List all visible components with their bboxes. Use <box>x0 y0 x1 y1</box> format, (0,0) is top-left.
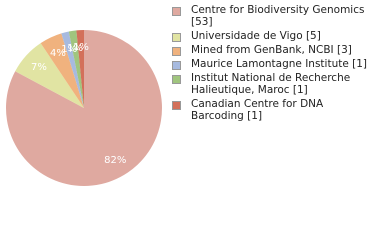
legend-swatch <box>172 33 181 42</box>
pie-area: 82%7%4%1%1%1% <box>5 30 162 186</box>
legend-entry: Mined from GenBank, NCBI [3] <box>172 44 372 56</box>
pie-slice <box>76 30 84 108</box>
value-label: 4% <box>50 48 66 59</box>
legend-entry: Canadian Centre for DNA Barcoding [1] <box>172 98 372 122</box>
legend-entry: Institut National de Recherche Halieutiq… <box>172 72 372 96</box>
legend-label: Centre for Biodiversity Genomics [53] <box>191 4 365 28</box>
pie-slice <box>15 43 84 108</box>
legend-swatch <box>172 7 181 16</box>
value-label: 1% <box>73 42 89 53</box>
pie-slice <box>5 30 162 186</box>
legend-label: Institut National de Recherche Halieutiq… <box>191 72 351 96</box>
legend-label: Mined from GenBank, NCBI [3] <box>191 44 352 56</box>
legend-swatch <box>172 101 181 110</box>
value-label: 7% <box>31 62 47 73</box>
legend-label: Universidade de Vigo [5] <box>191 30 321 42</box>
value-label: 82% <box>104 155 126 166</box>
legend-entry: Universidade de Vigo [5] <box>172 30 372 42</box>
pie-slice <box>68 30 84 108</box>
legend-swatch <box>172 61 181 70</box>
legend-label: Maurice Lamontagne Institute [1] <box>191 58 368 70</box>
legend-swatch <box>172 75 181 84</box>
legend-label: Canadian Centre for DNA Barcoding [1] <box>191 98 324 122</box>
value-label: 1% <box>61 44 77 55</box>
legend-swatch <box>172 47 181 56</box>
legend: Centre for Biodiversity Genomics [53] Uni… <box>172 4 372 124</box>
pie-slice <box>40 33 84 108</box>
legend-entry: Maurice Lamontagne Institute [1] <box>172 58 372 70</box>
legend-entry: Centre for Biodiversity Genomics [53] <box>172 4 372 28</box>
pie-slice <box>61 31 84 108</box>
value-label: 1% <box>67 43 83 54</box>
